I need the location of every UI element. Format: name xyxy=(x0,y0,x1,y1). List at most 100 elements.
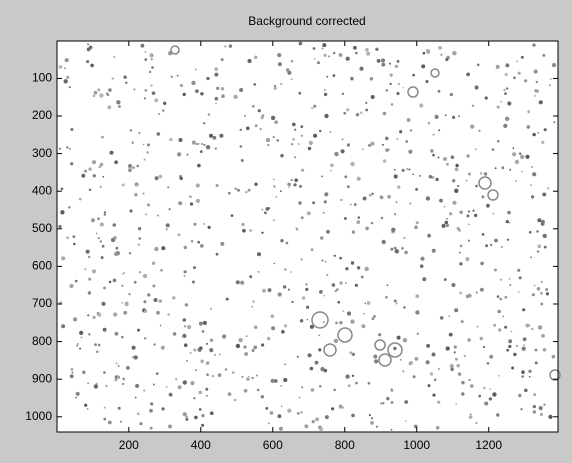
speck xyxy=(515,344,519,348)
speck xyxy=(248,375,250,378)
speck xyxy=(240,280,245,285)
speck xyxy=(298,201,302,205)
speck xyxy=(322,211,325,214)
speck xyxy=(267,288,272,293)
speck xyxy=(143,97,146,100)
speck xyxy=(254,124,258,128)
speck xyxy=(542,348,547,352)
speck xyxy=(87,291,92,295)
speck xyxy=(66,146,69,149)
speck xyxy=(177,233,181,237)
speck xyxy=(103,213,107,216)
speck xyxy=(270,314,274,318)
speck xyxy=(143,300,147,304)
speck xyxy=(324,89,326,91)
speck xyxy=(328,55,331,58)
speck xyxy=(189,351,192,354)
speck xyxy=(149,408,153,413)
speck xyxy=(265,137,271,143)
speck xyxy=(321,259,324,262)
speck xyxy=(207,113,211,116)
speck xyxy=(240,159,244,162)
speck xyxy=(505,63,510,68)
speck xyxy=(468,415,473,419)
speck xyxy=(359,66,364,71)
speck xyxy=(368,414,371,417)
speck xyxy=(510,330,513,333)
speck xyxy=(259,127,262,131)
speck xyxy=(151,91,156,95)
speck xyxy=(228,44,233,48)
speck xyxy=(522,337,527,342)
speck xyxy=(541,334,545,338)
speck xyxy=(247,58,252,64)
speck xyxy=(158,113,161,116)
speck xyxy=(450,367,454,371)
speck xyxy=(198,390,202,395)
speck xyxy=(74,279,78,283)
speck xyxy=(270,115,276,121)
speck xyxy=(342,407,345,409)
speck xyxy=(120,420,122,423)
speck xyxy=(147,293,151,297)
speck xyxy=(200,92,204,96)
speck xyxy=(351,374,355,377)
speck xyxy=(489,243,493,247)
speck xyxy=(257,270,260,273)
speck xyxy=(370,417,374,420)
speck xyxy=(463,354,466,357)
speck xyxy=(409,202,412,205)
speck xyxy=(461,392,465,396)
speck xyxy=(509,284,512,286)
speck xyxy=(218,353,221,356)
speck xyxy=(205,387,209,391)
x-tick-label: 1000 xyxy=(403,438,430,452)
speck xyxy=(347,185,350,189)
speck xyxy=(184,303,188,307)
ring xyxy=(387,342,403,358)
speck xyxy=(531,293,535,297)
speck xyxy=(537,244,542,248)
speck xyxy=(122,377,126,381)
speck xyxy=(214,96,219,101)
speck xyxy=(319,129,322,133)
speck xyxy=(183,343,188,348)
speck xyxy=(156,310,160,315)
x-tick-label: 1200 xyxy=(475,438,502,452)
speck xyxy=(298,41,303,46)
speck xyxy=(249,229,252,232)
speck xyxy=(76,343,79,345)
speck xyxy=(435,177,439,182)
y-tick-label: 800 xyxy=(32,334,52,348)
speck xyxy=(501,166,505,170)
ring xyxy=(549,369,561,381)
speck xyxy=(396,59,400,63)
speck xyxy=(274,85,276,87)
speck xyxy=(121,302,124,304)
speck xyxy=(153,298,158,302)
speck xyxy=(86,408,89,410)
speck xyxy=(480,287,484,292)
speck xyxy=(86,60,90,64)
speck xyxy=(455,357,458,361)
speck xyxy=(361,324,366,329)
speck xyxy=(543,245,547,249)
speck xyxy=(277,414,282,419)
speck xyxy=(476,63,480,67)
speck xyxy=(337,300,341,304)
speck xyxy=(109,150,114,155)
speck xyxy=(284,363,287,366)
speck xyxy=(66,236,69,239)
speck xyxy=(99,93,104,98)
speck xyxy=(203,143,206,146)
speck xyxy=(334,289,337,293)
speck xyxy=(446,217,449,221)
speck xyxy=(371,192,374,195)
y-tick-label: 700 xyxy=(32,296,52,310)
speck xyxy=(144,89,148,92)
speck xyxy=(152,383,155,386)
speck xyxy=(73,317,78,322)
speck xyxy=(313,58,316,60)
speck xyxy=(345,374,350,379)
speck xyxy=(280,83,283,85)
